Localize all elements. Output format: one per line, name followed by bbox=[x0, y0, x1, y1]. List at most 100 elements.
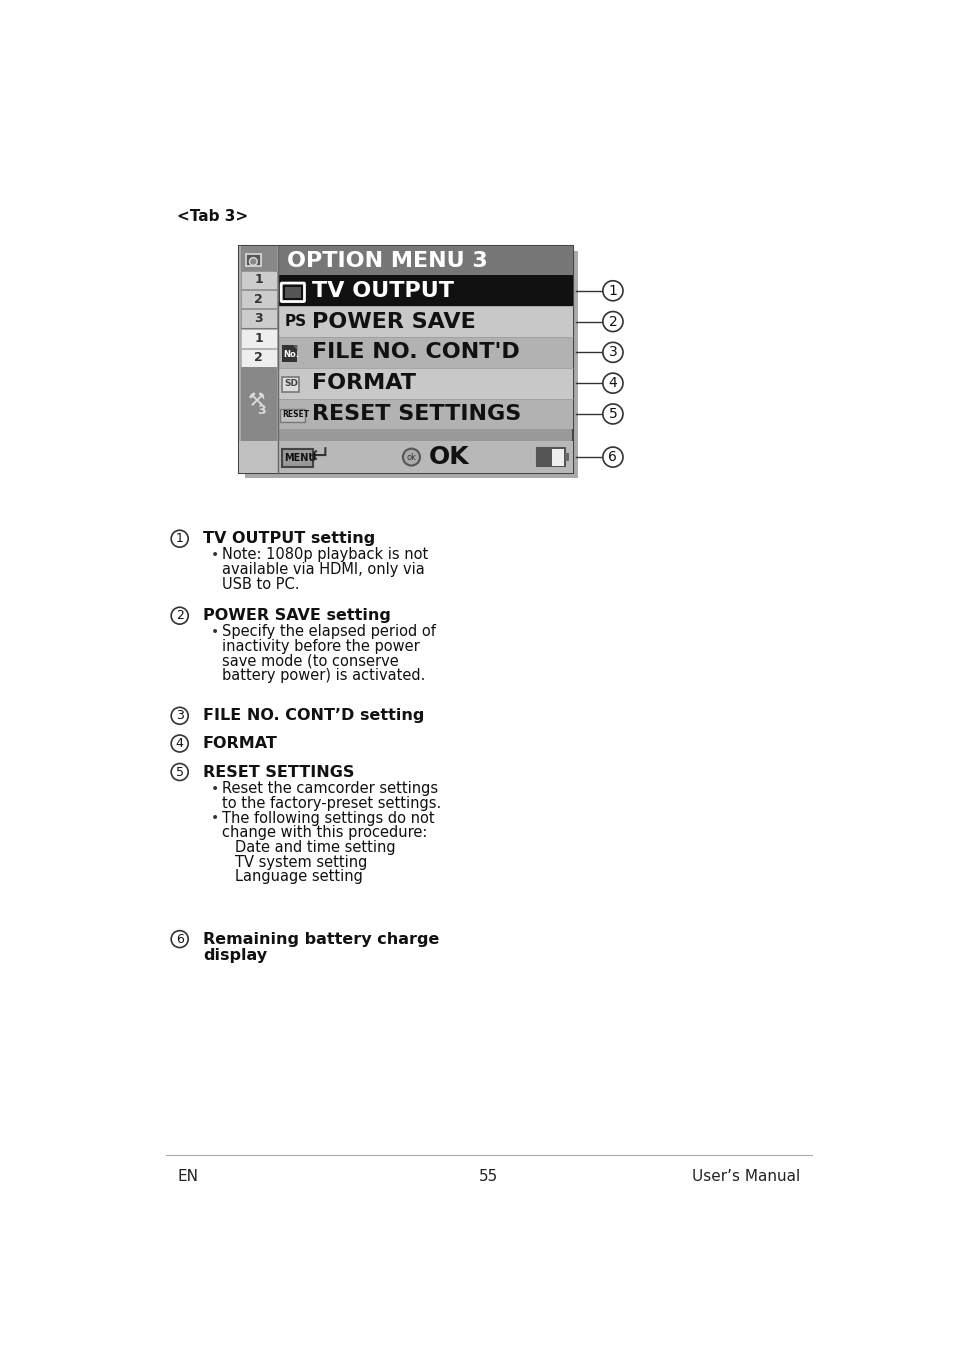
Text: 4: 4 bbox=[608, 377, 617, 390]
Text: PS: PS bbox=[284, 315, 306, 330]
Text: 2: 2 bbox=[254, 351, 263, 364]
Text: 5: 5 bbox=[608, 408, 617, 421]
Text: change with this procedure:: change with this procedure: bbox=[221, 826, 427, 841]
FancyBboxPatch shape bbox=[245, 254, 261, 266]
FancyBboxPatch shape bbox=[241, 246, 276, 270]
Text: 2: 2 bbox=[254, 293, 263, 305]
Circle shape bbox=[402, 449, 419, 465]
Circle shape bbox=[602, 281, 622, 301]
Text: RESET SETTINGS: RESET SETTINGS bbox=[312, 404, 521, 424]
Text: FILE NO. CONT’D setting: FILE NO. CONT’D setting bbox=[203, 709, 424, 724]
Text: Language setting: Language setting bbox=[235, 869, 363, 884]
FancyBboxPatch shape bbox=[245, 250, 578, 477]
Text: 4: 4 bbox=[175, 737, 183, 751]
Text: Note: 1080p playback is not: Note: 1080p playback is not bbox=[221, 547, 427, 562]
Text: 6: 6 bbox=[608, 451, 617, 464]
Text: POWER SAVE setting: POWER SAVE setting bbox=[203, 608, 391, 623]
Text: 1: 1 bbox=[254, 332, 263, 346]
FancyBboxPatch shape bbox=[278, 307, 572, 338]
Text: SD: SD bbox=[284, 379, 298, 389]
Text: RESET SETTINGS: RESET SETTINGS bbox=[203, 764, 354, 780]
Circle shape bbox=[171, 707, 188, 724]
Text: ⚒: ⚒ bbox=[248, 390, 266, 410]
Text: 3: 3 bbox=[608, 346, 617, 359]
Text: No.: No. bbox=[283, 350, 299, 359]
Text: ↵: ↵ bbox=[309, 445, 330, 469]
Text: 55: 55 bbox=[478, 1169, 498, 1184]
Text: <Tab 3>: <Tab 3> bbox=[177, 210, 248, 225]
Text: 3: 3 bbox=[254, 312, 263, 325]
Text: 2: 2 bbox=[175, 609, 183, 623]
Circle shape bbox=[602, 404, 622, 424]
FancyBboxPatch shape bbox=[241, 348, 276, 367]
Text: available via HDMI, only via: available via HDMI, only via bbox=[221, 562, 424, 577]
Text: OK: OK bbox=[429, 445, 470, 469]
Text: Remaining battery charge: Remaining battery charge bbox=[203, 932, 439, 947]
Text: 3: 3 bbox=[175, 709, 183, 722]
FancyBboxPatch shape bbox=[282, 449, 313, 467]
Text: 2: 2 bbox=[608, 315, 617, 328]
Circle shape bbox=[171, 530, 188, 547]
Text: •: • bbox=[211, 811, 219, 826]
Circle shape bbox=[171, 736, 188, 752]
FancyBboxPatch shape bbox=[241, 270, 276, 289]
FancyBboxPatch shape bbox=[285, 286, 300, 297]
FancyBboxPatch shape bbox=[282, 346, 297, 362]
Text: TV OUTPUT setting: TV OUTPUT setting bbox=[203, 531, 375, 546]
FancyBboxPatch shape bbox=[537, 449, 551, 465]
Text: TV system setting: TV system setting bbox=[235, 854, 368, 870]
FancyBboxPatch shape bbox=[278, 398, 572, 429]
Circle shape bbox=[602, 343, 622, 362]
Text: POWER SAVE: POWER SAVE bbox=[312, 312, 476, 332]
FancyBboxPatch shape bbox=[278, 246, 572, 276]
Text: RESET: RESET bbox=[282, 410, 309, 420]
Text: OPTION MENU 3: OPTION MENU 3 bbox=[287, 250, 488, 270]
Text: 1: 1 bbox=[175, 533, 183, 545]
Text: FILE NO. CONT'D: FILE NO. CONT'D bbox=[312, 343, 519, 362]
FancyBboxPatch shape bbox=[241, 291, 276, 308]
FancyBboxPatch shape bbox=[239, 246, 572, 473]
Text: Reset the camcorder settings: Reset the camcorder settings bbox=[221, 781, 437, 796]
Circle shape bbox=[171, 931, 188, 948]
FancyBboxPatch shape bbox=[537, 448, 564, 467]
FancyBboxPatch shape bbox=[241, 330, 276, 348]
Text: User’s Manual: User’s Manual bbox=[692, 1169, 800, 1184]
Text: display: display bbox=[203, 948, 267, 963]
FancyBboxPatch shape bbox=[280, 409, 305, 422]
Text: EN: EN bbox=[177, 1169, 198, 1184]
Text: 1: 1 bbox=[608, 284, 617, 297]
Text: inactivity before the power: inactivity before the power bbox=[221, 639, 419, 654]
Text: FORMAT: FORMAT bbox=[312, 373, 416, 393]
FancyBboxPatch shape bbox=[278, 441, 572, 473]
FancyBboxPatch shape bbox=[551, 449, 563, 465]
Text: •: • bbox=[211, 781, 219, 796]
Circle shape bbox=[171, 607, 188, 624]
Circle shape bbox=[602, 447, 622, 467]
Circle shape bbox=[171, 764, 188, 780]
Text: USB to PC.: USB to PC. bbox=[221, 577, 298, 592]
FancyBboxPatch shape bbox=[278, 338, 572, 367]
FancyBboxPatch shape bbox=[278, 276, 572, 307]
FancyBboxPatch shape bbox=[239, 441, 278, 473]
FancyBboxPatch shape bbox=[241, 309, 276, 328]
Polygon shape bbox=[293, 346, 297, 350]
FancyBboxPatch shape bbox=[278, 367, 572, 398]
Text: 5: 5 bbox=[175, 765, 184, 779]
FancyBboxPatch shape bbox=[281, 282, 304, 301]
Text: The following settings do not: The following settings do not bbox=[221, 811, 434, 826]
Text: to the factory-preset settings.: to the factory-preset settings. bbox=[221, 796, 440, 811]
Text: •: • bbox=[211, 547, 219, 562]
FancyBboxPatch shape bbox=[241, 367, 276, 441]
Text: TV OUTPUT: TV OUTPUT bbox=[312, 281, 454, 301]
FancyBboxPatch shape bbox=[564, 453, 568, 461]
Text: 6: 6 bbox=[175, 932, 183, 946]
Text: battery power) is activated.: battery power) is activated. bbox=[221, 668, 424, 683]
Circle shape bbox=[249, 258, 257, 265]
FancyBboxPatch shape bbox=[239, 246, 278, 473]
Text: 3: 3 bbox=[257, 404, 266, 417]
Circle shape bbox=[602, 312, 622, 332]
Circle shape bbox=[602, 373, 622, 393]
Text: MENU: MENU bbox=[284, 453, 316, 463]
Text: Date and time setting: Date and time setting bbox=[235, 841, 395, 855]
Text: ok: ok bbox=[406, 452, 416, 461]
